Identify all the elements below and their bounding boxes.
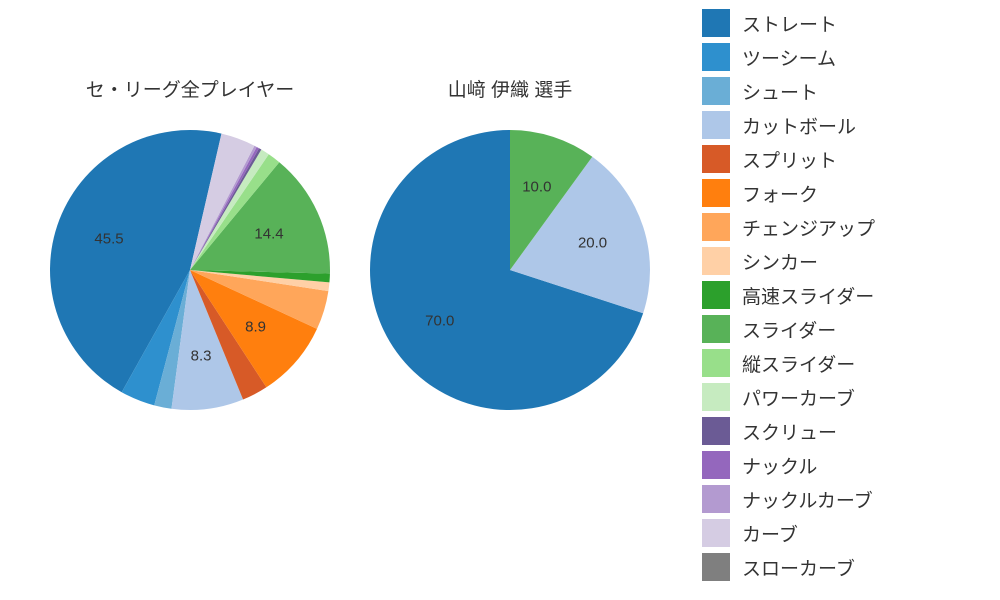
legend-item: チェンジアップ bbox=[702, 210, 982, 244]
legend-item: 高速スライダー bbox=[702, 278, 982, 312]
legend-label: スクリュー bbox=[742, 418, 837, 445]
legend-item: ナックルカーブ bbox=[702, 482, 982, 516]
legend-swatch bbox=[702, 349, 730, 377]
legend-label: 縦スライダー bbox=[742, 350, 855, 377]
legend-label: カットボール bbox=[742, 112, 856, 139]
pie-value-label: 70.0 bbox=[425, 313, 454, 330]
legend-item: ストレート bbox=[702, 6, 982, 40]
legend-item: スライダー bbox=[702, 312, 982, 346]
legend-label: シンカー bbox=[742, 248, 818, 275]
legend-swatch bbox=[702, 485, 730, 513]
legend-item: 縦スライダー bbox=[702, 346, 982, 380]
legend: ストレートツーシームシュートカットボールスプリットフォークチェンジアップシンカー… bbox=[702, 6, 982, 584]
legend-item: シュート bbox=[702, 74, 982, 108]
legend-swatch bbox=[702, 213, 730, 241]
pie-value-label: 20.0 bbox=[578, 235, 607, 252]
legend-swatch bbox=[702, 9, 730, 37]
legend-label: スローカーブ bbox=[742, 554, 855, 581]
legend-swatch bbox=[702, 315, 730, 343]
chart-container: セ・リーグ全プレイヤー45.58.38.914.4山﨑 伊織 選手70.020.… bbox=[0, 0, 1000, 600]
legend-swatch bbox=[702, 145, 730, 173]
legend-item: ナックル bbox=[702, 448, 982, 482]
legend-label: スライダー bbox=[742, 316, 836, 343]
legend-item: シンカー bbox=[702, 244, 982, 278]
legend-label: フォーク bbox=[742, 180, 818, 207]
legend-item: スプリット bbox=[702, 142, 982, 176]
pie-value-label: 10.0 bbox=[522, 179, 551, 196]
legend-label: ナックル bbox=[742, 452, 817, 479]
legend-label: スプリット bbox=[742, 146, 837, 173]
legend-label: ストレート bbox=[742, 10, 837, 37]
legend-item: カーブ bbox=[702, 516, 982, 550]
legend-swatch bbox=[702, 383, 730, 411]
legend-label: ナックルカーブ bbox=[742, 486, 873, 513]
legend-item: スクリュー bbox=[702, 414, 982, 448]
legend-item: カットボール bbox=[702, 108, 982, 142]
legend-swatch bbox=[702, 111, 730, 139]
legend-label: 高速スライダー bbox=[742, 282, 874, 309]
legend-label: チェンジアップ bbox=[742, 214, 875, 241]
legend-label: シュート bbox=[742, 78, 818, 105]
legend-swatch bbox=[702, 281, 730, 309]
legend-swatch bbox=[702, 451, 730, 479]
legend-swatch bbox=[702, 519, 730, 547]
legend-swatch bbox=[702, 247, 730, 275]
legend-label: ツーシーム bbox=[742, 44, 836, 71]
legend-item: スローカーブ bbox=[702, 550, 982, 584]
legend-swatch bbox=[702, 553, 730, 581]
legend-swatch bbox=[702, 179, 730, 207]
legend-swatch bbox=[702, 43, 730, 71]
legend-item: ツーシーム bbox=[702, 40, 982, 74]
legend-label: カーブ bbox=[742, 520, 798, 547]
legend-swatch bbox=[702, 417, 730, 445]
legend-swatch bbox=[702, 77, 730, 105]
legend-label: パワーカーブ bbox=[742, 384, 855, 411]
legend-item: フォーク bbox=[702, 176, 982, 210]
legend-item: パワーカーブ bbox=[702, 380, 982, 414]
